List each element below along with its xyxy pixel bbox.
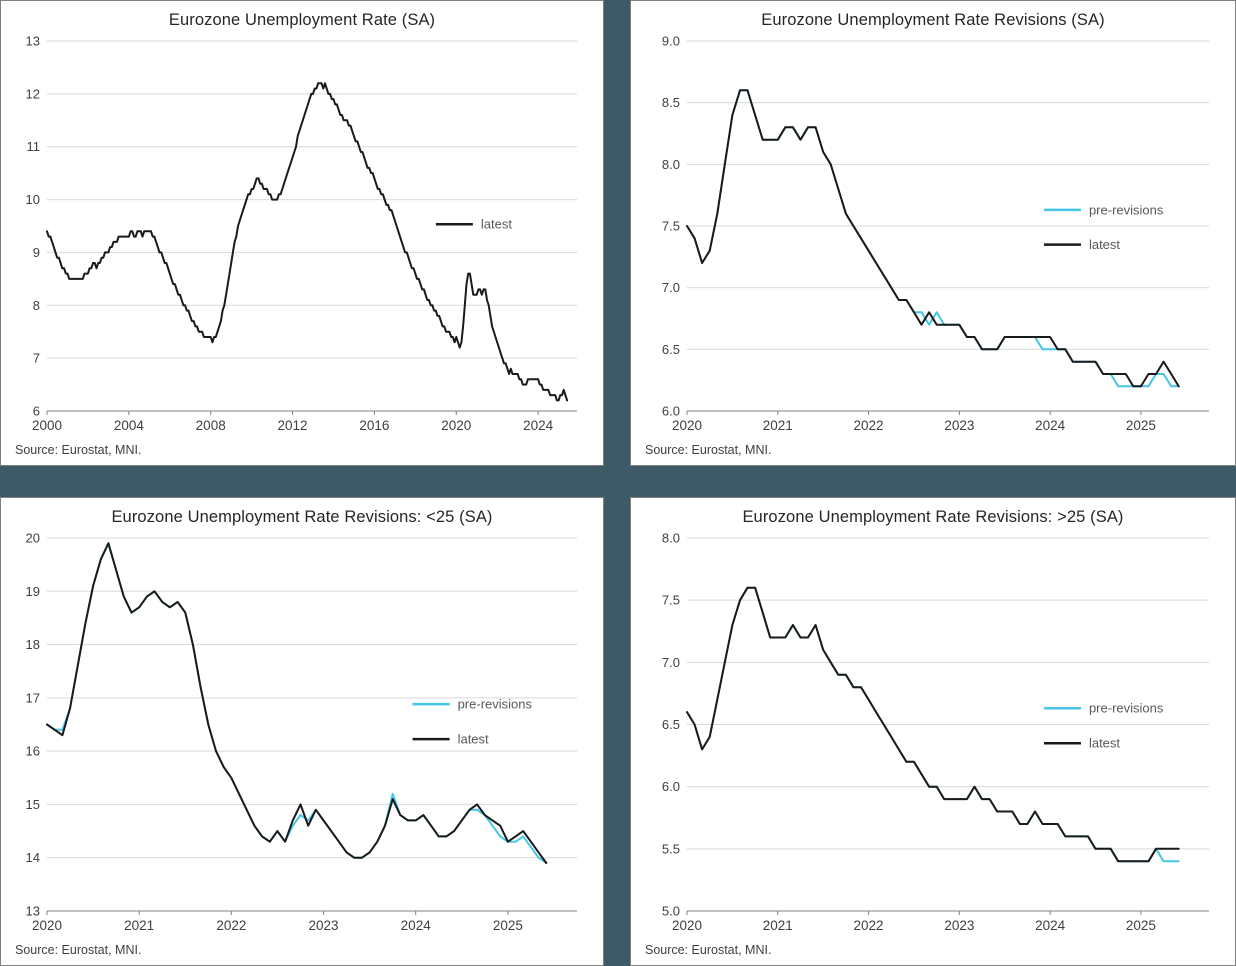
chart-title: Eurozone Unemployment Rate Revisions: <2… — [111, 508, 493, 526]
panel-revisions-under-25: Eurozone Unemployment Rate Revisions: <2… — [0, 497, 604, 966]
y-tick-label: 7.0 — [662, 280, 680, 295]
y-tick-label: 18 — [26, 637, 40, 652]
y-tick-label: 8 — [33, 298, 40, 313]
y-tick-label: 14 — [26, 850, 40, 865]
y-tick-label: 6 — [33, 404, 40, 419]
x-tick-label: 2020 — [672, 418, 702, 433]
legend-label-latest: latest — [458, 732, 489, 747]
y-tick-label: 20 — [26, 531, 40, 546]
x-tick-label: 2020 — [441, 418, 471, 433]
y-tick-label: 6.0 — [662, 404, 680, 419]
x-tick-label: 2022 — [216, 918, 246, 933]
y-tick-label: 6.5 — [662, 342, 680, 357]
y-tick-label: 13 — [26, 34, 40, 49]
x-tick-label: 2024 — [1035, 418, 1066, 433]
y-tick-label: 17 — [26, 690, 40, 705]
y-tick-label: 5.5 — [662, 841, 680, 856]
x-tick-label: 2012 — [278, 418, 308, 433]
y-tick-label: 7.5 — [662, 219, 680, 234]
chart-canvas: 6 7 8 9 10 11 12 13 2000 2004 2008 2012 2016 2020 2024… — [26, 34, 577, 433]
source-note: Source: Eurostat, MNI. — [15, 443, 142, 457]
chart-plot-area: 6 7 8 9 10 11 12 13 2000 2004 2008 2012 2016 2020 2024… — [11, 32, 593, 441]
x-tick-label: 2023 — [944, 918, 974, 933]
x-tick-label: 2025 — [1126, 918, 1156, 933]
source-note: Source: Eurostat, MNI. — [645, 943, 772, 957]
chart-canvas: 5.0 5.5 6.0 6.5 7.0 7.5 8.0 2020 2021 2022 2023 202… — [662, 531, 1209, 933]
y-tick-label: 9.0 — [662, 34, 680, 49]
x-tick-label: 2020 — [32, 918, 62, 933]
x-tick-label: 2021 — [763, 418, 793, 433]
x-tick-label: 2020 — [672, 918, 702, 933]
y-tick-label: 15 — [26, 797, 40, 812]
source-note: Source: Eurostat, MNI. — [15, 943, 142, 957]
chart-title: Eurozone Unemployment Rate Revisions: >2… — [742, 508, 1124, 526]
y-tick-label: 9 — [33, 245, 40, 260]
series-line-latest — [686, 586, 1180, 863]
x-tick-label: 2016 — [359, 418, 389, 433]
x-tick-label: 2024 — [1035, 918, 1066, 933]
series-line-latest — [46, 542, 548, 864]
y-tick-label: 13 — [26, 904, 40, 919]
chart-plot-area: 6.0 6.5 7.0 7.5 8.0 8.5 9.0 2020 2021 2022 2023 202… — [641, 32, 1225, 441]
legend-label-pre-revisions: pre-revisions — [458, 697, 533, 712]
chart-title: Eurozone Unemployment Rate Revisions (SA… — [761, 11, 1105, 29]
x-tick-label: 2023 — [944, 418, 974, 433]
chart-plot-area: 13 14 15 16 17 18 19 20 2020 2021 2022 2023 2024 2025… — [11, 529, 593, 941]
y-tick-label: 6.0 — [662, 779, 680, 794]
y-tick-label: 8.0 — [662, 157, 680, 172]
x-tick-label: 2022 — [854, 918, 884, 933]
chart-plot-area: 5.0 5.5 6.0 6.5 7.0 7.5 8.0 2020 2021 2022 2023 202… — [641, 529, 1225, 941]
legend-label-latest: latest — [481, 217, 512, 232]
chart-canvas: 6.0 6.5 7.0 7.5 8.0 8.5 9.0 2020 2021 2022 2023 202… — [662, 34, 1209, 433]
x-tick-label: 2025 — [493, 918, 523, 933]
x-tick-label: 2004 — [114, 418, 145, 433]
legend-label-latest: latest — [1089, 237, 1120, 252]
x-tick-label: 2000 — [32, 418, 62, 433]
legend-label-pre-revisions: pre-revisions — [1089, 701, 1164, 716]
panel-unemployment-rate: Eurozone Unemployment Rate (SA) 6 7 8 9 10 11… — [0, 0, 604, 466]
x-tick-label: 2024 — [401, 918, 432, 933]
source-note: Source: Eurostat, MNI. — [645, 443, 772, 457]
y-tick-label: 16 — [26, 744, 40, 759]
x-tick-label: 2021 — [124, 918, 154, 933]
y-tick-label: 11 — [27, 139, 41, 154]
x-tick-label: 2023 — [308, 918, 338, 933]
y-tick-label: 12 — [26, 86, 40, 101]
y-tick-label: 7 — [33, 351, 40, 366]
x-tick-label: 2025 — [1126, 418, 1156, 433]
chart-title: Eurozone Unemployment Rate (SA) — [168, 11, 436, 29]
x-tick-label: 2008 — [196, 418, 226, 433]
y-tick-label: 8.0 — [662, 531, 680, 546]
y-tick-label: 19 — [26, 584, 40, 599]
y-tick-label: 7.0 — [662, 655, 680, 670]
series-line-latest — [46, 82, 569, 402]
x-tick-label: 2022 — [854, 418, 884, 433]
y-tick-label: 8.5 — [662, 95, 680, 110]
x-tick-label: 2021 — [763, 918, 793, 933]
series-line-latest — [686, 89, 1180, 388]
y-tick-label: 7.5 — [662, 593, 680, 608]
panel-revisions-over-25: Eurozone Unemployment Rate Revisions: >2… — [630, 497, 1236, 966]
panel-revisions: Eurozone Unemployment Rate Revisions (SA… — [630, 0, 1236, 466]
legend-label-latest: latest — [1089, 736, 1120, 751]
legend-label-pre-revisions: pre-revisions — [1089, 202, 1164, 217]
y-tick-label: 6.5 — [662, 717, 680, 732]
y-tick-label: 10 — [26, 192, 40, 207]
y-tick-label: 5.0 — [662, 904, 680, 919]
x-tick-label: 2024 — [523, 418, 554, 433]
